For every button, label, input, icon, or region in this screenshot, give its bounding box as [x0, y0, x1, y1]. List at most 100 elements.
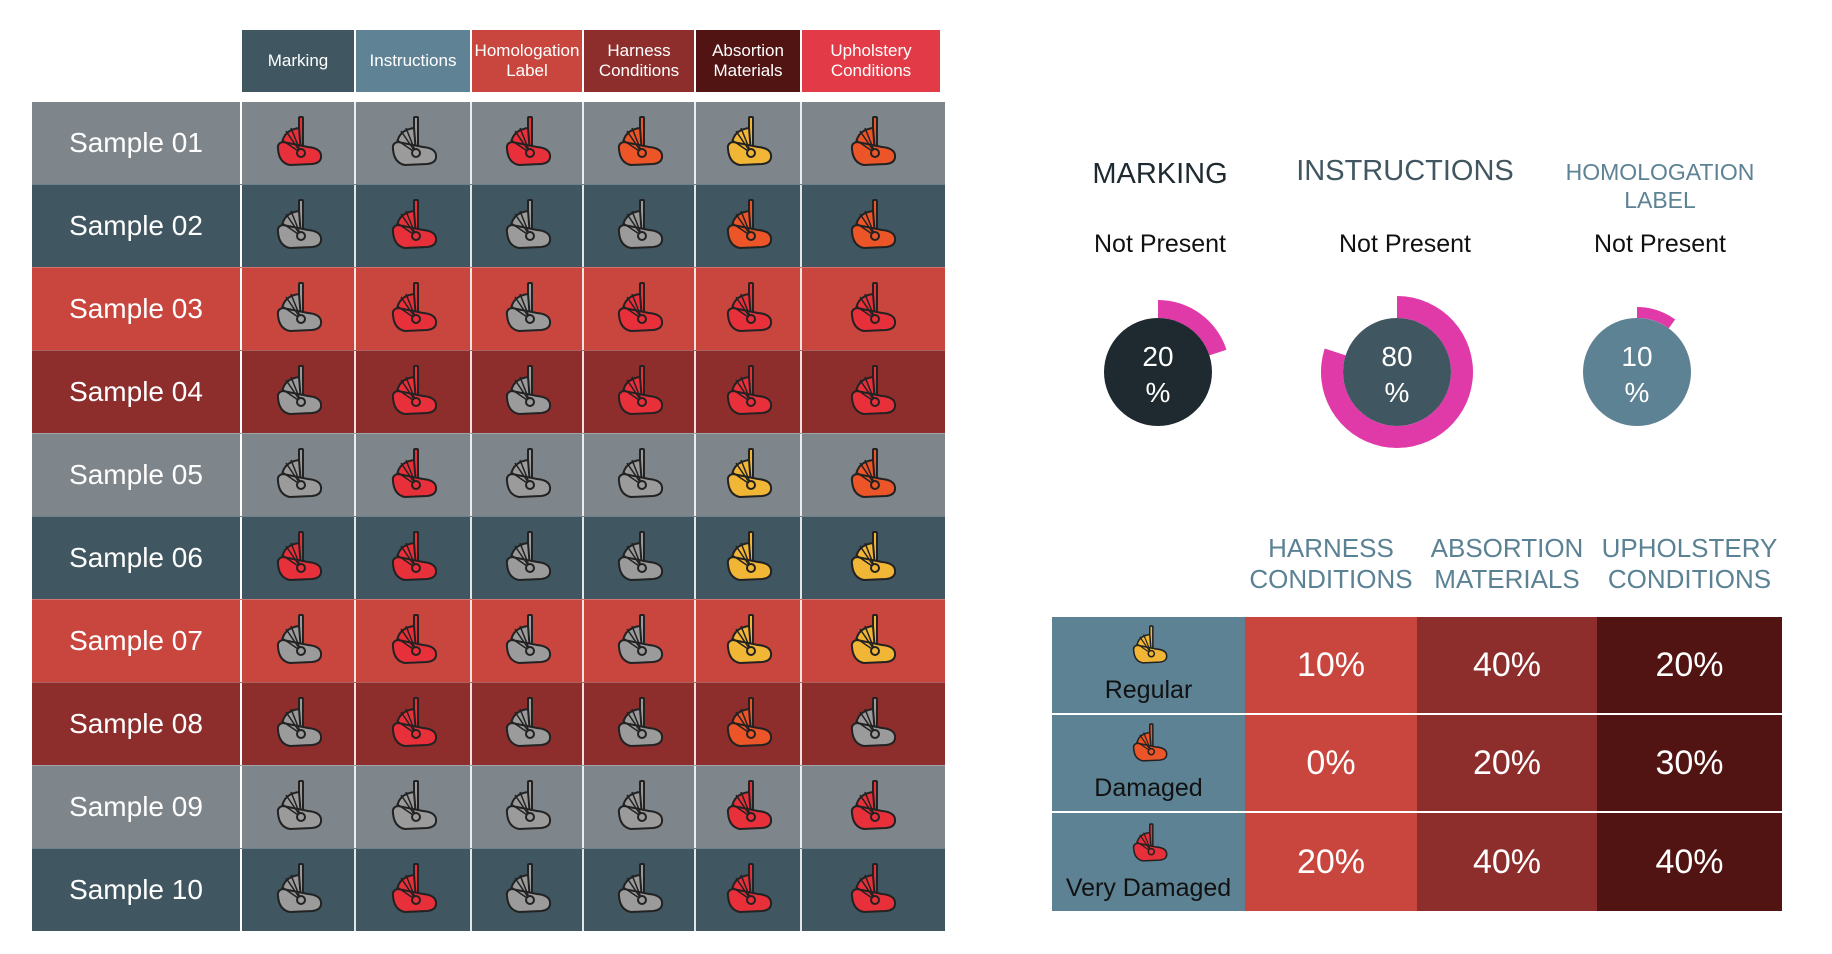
car-seat-icon — [242, 185, 356, 267]
car-seat-icon — [802, 849, 942, 931]
matrix-header: Marking Instructions Homologation Label Har… — [242, 30, 942, 92]
condition-row-label: Regular — [1052, 617, 1245, 713]
car-seat-icon — [802, 102, 942, 184]
condition-value: 20% — [1417, 715, 1597, 811]
car-seat-icon — [696, 517, 802, 599]
car-seat-icon — [802, 600, 942, 682]
sample-row: Sample 05 — [32, 433, 945, 516]
condition-value: 0% — [1245, 715, 1417, 811]
condition-value: 40% — [1417, 813, 1597, 911]
car-seat-icon — [472, 766, 584, 848]
car-seat-icon — [696, 185, 802, 267]
car-seat-icon — [242, 849, 356, 931]
car-seat-icon — [696, 600, 802, 682]
car-seat-icon — [242, 766, 356, 848]
car-seat-icon — [696, 683, 802, 765]
column-header: Instructions — [356, 30, 472, 92]
car-seat-icon — [1126, 623, 1172, 676]
car-seat-icon — [696, 849, 802, 931]
ring-unit: % — [1625, 377, 1650, 408]
sample-row: Sample 03 — [32, 267, 945, 350]
car-seat-icon — [584, 102, 696, 184]
car-seat-icon — [802, 766, 942, 848]
sample-label: Sample 09 — [32, 766, 242, 848]
condition-row: Damaged 0% 20% 30% — [1052, 715, 1785, 813]
car-seat-icon — [584, 766, 696, 848]
ring-title-marking: MARKING — [1092, 158, 1228, 190]
car-seat-icon — [696, 351, 802, 433]
ring-arc — [1321, 296, 1473, 448]
ring-value: 10 — [1621, 341, 1652, 372]
car-seat-icon — [802, 268, 942, 350]
car-seat-icon — [472, 600, 584, 682]
condition-row: Regular 10% 40% 20% — [1052, 617, 1785, 715]
car-seat-icon — [584, 351, 696, 433]
car-seat-icon — [802, 185, 942, 267]
car-seat-icon — [472, 185, 584, 267]
sample-label: Sample 06 — [32, 517, 242, 599]
ring-value: 80 — [1381, 341, 1412, 372]
car-seat-icon — [356, 849, 472, 931]
car-seat-icon — [472, 683, 584, 765]
car-seat-icon — [356, 600, 472, 682]
ring-value: 20 — [1142, 341, 1173, 372]
sample-row: Sample 06 — [32, 516, 945, 599]
car-seat-icon — [242, 600, 356, 682]
ring-title-instructions: INSTRUCTIONS — [1296, 155, 1514, 187]
sample-label: Sample 07 — [32, 600, 242, 682]
car-seat-icon — [472, 849, 584, 931]
sample-row: Sample 07 — [32, 599, 945, 682]
ring-status-homologation: Not Present — [1593, 230, 1726, 258]
sample-label: Sample 02 — [32, 185, 242, 267]
ring-title-homologation: HOMOLOGATION LABEL — [1565, 159, 1755, 213]
car-seat-icon — [802, 683, 942, 765]
car-seat-icon — [356, 102, 472, 184]
car-seat-icon — [584, 268, 696, 350]
car-seat-icon — [1126, 821, 1172, 874]
column-header: Upholstery Conditions — [802, 30, 942, 92]
ring-arc — [1158, 300, 1227, 356]
column-header: Marking — [242, 30, 356, 92]
car-seat-icon — [584, 600, 696, 682]
ring-center — [1343, 318, 1451, 426]
car-seat-icon — [356, 517, 472, 599]
car-seat-icon — [1126, 721, 1172, 774]
column-header: Absortion Materials — [696, 30, 802, 92]
sample-row: Sample 08 — [32, 682, 945, 765]
sample-matrix: Sample 01 Sample 02 Sample 03 Sample 04 Samp… — [32, 102, 945, 931]
sample-row: Sample 09 — [32, 765, 945, 848]
car-seat-icon — [696, 268, 802, 350]
car-seat-icon — [242, 517, 356, 599]
sample-row: Sample 02 — [32, 184, 945, 267]
sample-label: Sample 01 — [32, 102, 242, 184]
ring-center — [1104, 318, 1212, 426]
car-seat-icon — [584, 683, 696, 765]
condition-value: 20% — [1597, 617, 1782, 713]
column-header: Homologation Label — [472, 30, 584, 92]
condition-column-header: HARNESS CONDITIONS — [1249, 533, 1413, 594]
condition-label-text: Damaged — [1094, 774, 1203, 802]
condition-value: 40% — [1597, 813, 1782, 911]
car-seat-icon — [472, 102, 584, 184]
condition-value: 30% — [1597, 715, 1782, 811]
car-seat-icon — [242, 351, 356, 433]
car-seat-icon — [472, 517, 584, 599]
car-seat-icon — [356, 351, 472, 433]
ring-block-instructions: INSTRUCTIONS Not Present — [1290, 155, 1520, 259]
condition-table: Regular 10% 40% 20% Damaged 0% 20% 30% Very Dama… — [1052, 617, 1785, 911]
car-seat-icon — [584, 434, 696, 516]
car-seat-icon — [472, 351, 584, 433]
sample-label: Sample 10 — [32, 849, 242, 931]
ring-unit: % — [1385, 377, 1410, 408]
condition-headers: HARNESS CONDITIONS ABSORTION MATERIALS UPH… — [1245, 533, 1782, 595]
car-seat-icon — [356, 683, 472, 765]
car-seat-icon — [356, 268, 472, 350]
ring-center — [1583, 318, 1691, 426]
car-seat-icon — [696, 766, 802, 848]
ring-block-homologation: HOMOLOGATION LABEL Not Present — [1555, 158, 1765, 259]
car-seat-icon — [802, 517, 942, 599]
car-seat-icon — [242, 102, 356, 184]
sample-label: Sample 04 — [32, 351, 242, 433]
ring-arc — [1637, 307, 1676, 329]
car-seat-icon — [242, 434, 356, 516]
